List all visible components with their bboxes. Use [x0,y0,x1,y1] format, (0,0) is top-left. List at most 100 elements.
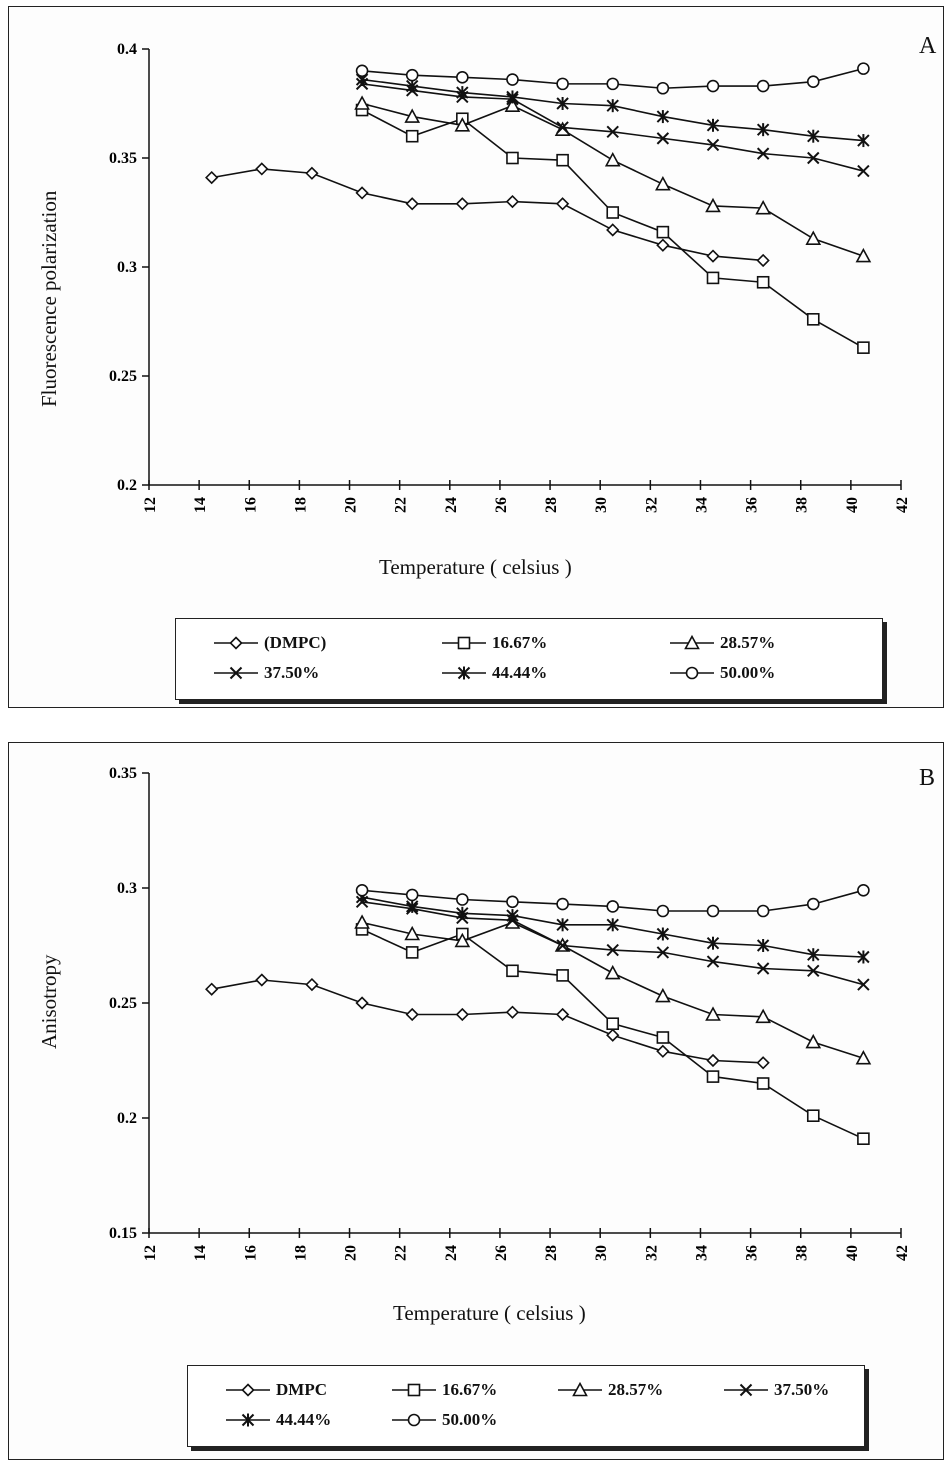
legend-label: DMPC [276,1380,327,1399]
legend-item: 16.67% [390,1378,497,1402]
legend-swatch [214,636,258,650]
y-tick-label: 0.25 [109,368,137,385]
data-point [806,1109,820,1123]
x-axis-title: Temperature ( celsius ) [379,555,572,579]
data-point [355,64,369,78]
data-point [355,884,369,897]
x-tick-label: 32 [643,1245,660,1261]
data-point [606,1028,620,1042]
y-tick-label: 0.3 [117,880,137,897]
legend-swatch [670,666,714,680]
data-point [405,888,419,902]
data-point [405,79,419,93]
plot-area: 0.15 0.2 0.25 0.3 0.35 12 14 16 18 20 22 24 26 28 30 32… [109,765,911,1261]
data-point [606,206,620,219]
data-point [855,247,872,263]
x-tick-label: 36 [744,497,761,513]
series-line [211,979,764,1064]
data-point [354,914,370,929]
data-point [656,1031,670,1044]
data-point [505,194,520,209]
data-point [706,1053,720,1068]
legend-swatch [442,666,486,680]
data-point [656,238,670,252]
data-point [454,117,471,132]
x-tick-label: 30 [593,497,610,513]
x-tick-label: 22 [393,497,410,513]
series-line [211,168,764,262]
y-tick-label: 0.15 [109,1225,137,1242]
data-point [655,175,671,191]
x-tick-label: 40 [844,497,861,513]
data-point [857,978,870,991]
data-point [555,197,570,211]
y-tick-label: 0.2 [117,1110,137,1127]
x-tick-label: 26 [493,1245,510,1261]
data-point [805,230,822,245]
legend: DMPC 16.67% 28.57% 37.50% 44.44% 50.00% [187,1365,865,1447]
data-point [706,904,720,918]
data-point [606,1017,620,1031]
data-point [405,899,419,913]
data-point [756,275,770,289]
data-point [706,79,720,93]
legend-label: (DMPC) [264,633,327,652]
data-point [506,895,519,909]
data-point [656,225,670,239]
series-1 [205,973,770,1070]
x-tick-label: 38 [794,497,811,513]
x-tick-label: 28 [543,497,560,513]
x-tick-label: 34 [693,1245,710,1261]
data-point [556,897,569,911]
x-tick-label: 26 [493,497,510,513]
series-6 [355,62,870,95]
data-point [656,904,670,918]
data-point [456,893,469,906]
data-point [606,77,620,91]
data-point [756,123,770,137]
data-point [857,884,870,897]
data-point [455,197,469,211]
data-point [205,170,219,185]
legend-label: 37.50% [774,1380,830,1399]
legend-label: 28.57% [608,1380,664,1399]
data-point [806,313,820,326]
legend-swatch [442,636,486,650]
data-point [705,1006,721,1021]
data-point [456,71,469,84]
data-point [706,271,720,285]
legend-item: 37.50% [212,661,319,685]
series-1 [205,162,770,268]
data-point [756,253,770,268]
data-point [455,1007,469,1022]
data-point [756,79,770,93]
legend-label: 44.44% [492,663,548,682]
data-point [355,186,369,200]
x-tick-label: 12 [142,497,159,513]
chart-panel-b: B Anisotropy Temperature ( celsius ) 0.1… [8,742,944,1460]
legend-label: 37.50% [264,663,320,682]
legend-swatch [558,1381,602,1397]
data-point [756,962,770,975]
data-point [606,223,620,237]
data-point [354,95,370,110]
data-point [706,936,720,950]
x-tick-label: 30 [593,1245,610,1261]
series-3 [354,914,872,1065]
data-point [405,197,419,211]
x-tick-label: 12 [142,1245,159,1261]
data-point [405,946,419,959]
legend-item: 44.44% [440,661,547,685]
data-point [655,987,671,1003]
data-point [756,904,770,918]
data-point [404,925,421,941]
data-point [556,77,569,91]
legend-swatch [670,634,714,650]
series-3 [354,95,872,263]
data-point [706,955,720,968]
data-point [456,86,469,100]
data-point [857,950,870,964]
data-point [656,1044,670,1058]
y-tick-label: 0.4 [117,41,137,58]
legend-item: 50.00% [668,661,775,685]
